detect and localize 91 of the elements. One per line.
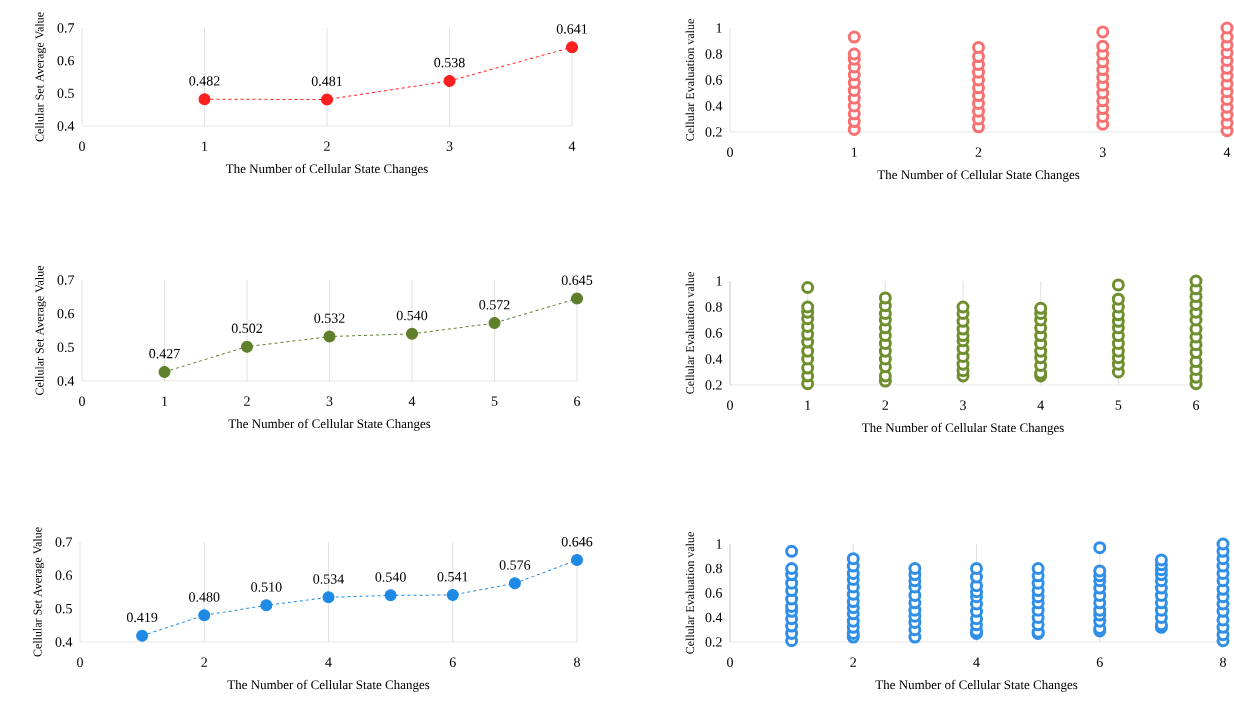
data-label: 0.480 (189, 592, 220, 602)
y-tick-label: 0.5 (57, 342, 74, 353)
x-axis-title: The Number of Cellular State Changes (228, 418, 431, 431)
x-tick-label: 2 (244, 396, 250, 406)
x-tick-label: 0 (77, 657, 83, 667)
y-tick-label: 1 (716, 276, 722, 286)
x-tick-label: 3 (960, 400, 966, 410)
y-tick-label: 0.8 (705, 49, 722, 59)
x-tick-label: 2 (850, 657, 856, 667)
y-tick-label: 0.4 (57, 121, 75, 131)
x-axis-title: The Number of Cellular State Changes (225, 163, 428, 176)
y-axis-title: Cellular Set Average Value (33, 527, 45, 657)
y-tick-label: 0.6 (57, 55, 75, 66)
y-tick-label: 1 (716, 23, 722, 33)
x-tick-label: 0 (727, 657, 733, 667)
x-tick-label: 3 (446, 141, 453, 151)
x-axis-title: The Number of Cellular State Changes (875, 679, 1078, 692)
y-tick-label: 0.7 (57, 23, 75, 33)
x-tick-label: 4 (1037, 400, 1044, 410)
x-tick-label: 0 (79, 141, 85, 151)
x-tick-label: 4 (973, 657, 980, 667)
y-tick-label: 0.6 (705, 75, 723, 85)
y-tick-label: 0.6 (705, 328, 723, 338)
x-tick-label: 8 (574, 657, 580, 667)
data-label: 0.576 (499, 560, 531, 570)
x-tick-label: 2 (324, 141, 330, 151)
y-tick-label: 0.4 (55, 637, 73, 647)
x-tick-label: 6 (449, 657, 456, 667)
y-tick-label: 0.7 (57, 275, 75, 285)
x-tick-label: 0 (727, 147, 733, 157)
y-tick-label: 1 (716, 539, 722, 549)
data-label: 0.540 (375, 572, 406, 582)
data-label: 0.502 (231, 323, 262, 334)
y-tick-label: 0.7 (55, 537, 73, 547)
x-tick-label: 8 (1220, 657, 1226, 667)
x-tick-label: 2 (975, 147, 982, 157)
x-tick-label: 1 (202, 141, 208, 151)
y-tick-label: 0.6 (57, 308, 75, 319)
y-tick-label: 0.8 (705, 563, 722, 574)
y-tick-label: 0.4 (705, 612, 723, 623)
x-tick-label: 3 (1099, 147, 1106, 157)
data-label: 0.510 (251, 582, 282, 592)
y-tick-label: 0.2 (705, 127, 722, 137)
y-tick-label: 0.4 (57, 376, 75, 386)
x-tick-label: 4 (325, 657, 332, 667)
x-tick-label: 2 (882, 400, 889, 410)
y-axis-title: Cellular Evaluation value (685, 532, 695, 654)
y-axis-title: Cellular Set Average Value (35, 12, 47, 142)
x-tick-label: 5 (1115, 400, 1122, 410)
y-tick-label: 0.6 (705, 588, 723, 598)
data-label: 0.538 (434, 57, 465, 68)
data-label: 0.645 (561, 275, 593, 285)
x-tick-label: 1 (805, 400, 811, 410)
y-tick-label: 0.2 (705, 637, 722, 647)
data-label: 0.641 (556, 24, 587, 34)
x-axis-title: The Number of Cellular State Changes (861, 422, 1064, 435)
x-tick-label: 1 (851, 147, 857, 157)
data-label: 0.532 (314, 313, 345, 324)
x-tick-label: 5 (491, 396, 498, 406)
x-tick-label: 1 (162, 396, 168, 406)
x-tick-label: 0 (727, 400, 733, 410)
y-tick-label: 0.5 (57, 88, 74, 99)
data-label: 0.541 (437, 571, 468, 582)
x-tick-label: 6 (1193, 400, 1200, 410)
y-tick-label: 0.2 (705, 380, 722, 390)
y-tick-label: 0.4 (705, 354, 723, 364)
x-tick-label: 6 (574, 396, 581, 406)
data-label: 0.572 (479, 300, 510, 310)
data-label: 0.646 (561, 536, 593, 547)
y-axis-title: Cellular Evaluation value (685, 272, 695, 394)
y-axis-title: Cellular Evaluation value (685, 19, 695, 141)
y-tick-label: 0.8 (705, 302, 722, 312)
data-label: 0.427 (149, 348, 180, 359)
x-tick-label: 2 (201, 657, 207, 667)
data-label: 0.481 (311, 76, 342, 87)
data-label: 0.419 (126, 612, 158, 623)
data-label: 0.540 (396, 310, 428, 321)
x-axis-title: The Number of Cellular State Changes (877, 169, 1080, 182)
x-tick-label: 4 (1223, 147, 1231, 157)
x-tick-label: 0 (79, 396, 85, 406)
x-tick-label: 3 (326, 396, 333, 406)
x-axis-title: The Number of Cellular State Changes (227, 679, 430, 692)
data-label: 0.482 (189, 76, 220, 86)
x-tick-label: 4 (408, 396, 416, 406)
y-tick-label: 0.5 (55, 603, 72, 614)
x-tick-label: 6 (1096, 657, 1103, 667)
x-tick-label: 4 (568, 141, 576, 151)
data-label: 0.534 (313, 574, 345, 584)
y-tick-label: 0.4 (705, 101, 723, 111)
y-axis-title: Cellular Set Average Value (35, 265, 47, 396)
y-tick-label: 0.6 (55, 570, 73, 581)
